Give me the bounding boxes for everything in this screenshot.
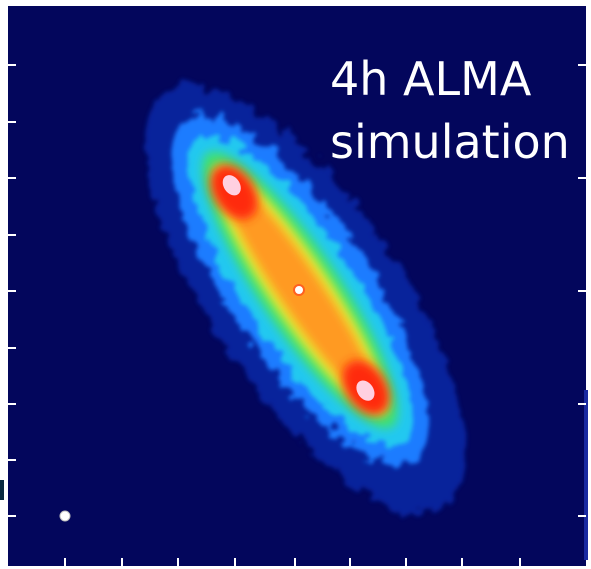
beam-marker bbox=[60, 511, 70, 521]
simulation-image: 4h ALMA simulation bbox=[0, 0, 591, 569]
edge-mark bbox=[0, 480, 4, 500]
edge-strip bbox=[584, 390, 588, 560]
central-source bbox=[294, 285, 304, 295]
caption-line: 4h ALMA bbox=[330, 52, 532, 106]
page: {"image": {"caption_lines": ["4h ALMA", … bbox=[0, 0, 591, 569]
caption-line: simulation bbox=[330, 115, 570, 169]
